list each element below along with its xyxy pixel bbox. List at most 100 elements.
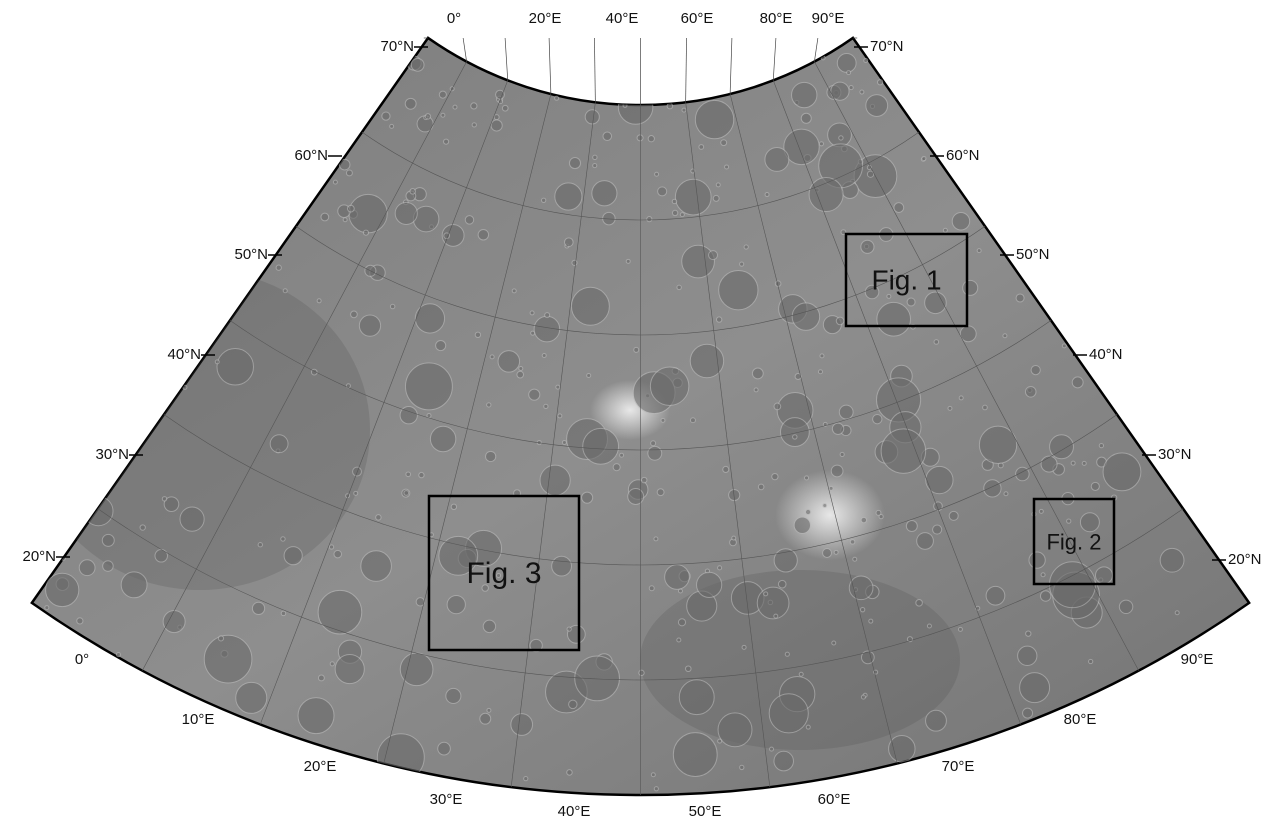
crater [764, 192, 770, 198]
longitude-label: 20°E [529, 10, 562, 27]
crater [875, 509, 882, 516]
crater [1030, 364, 1041, 376]
longitude-label: 40°E [558, 803, 591, 820]
crater [648, 585, 655, 592]
crater [619, 452, 625, 458]
crater [822, 548, 832, 558]
meridian-tick [772, 37, 777, 81]
crater [976, 248, 982, 254]
crater [409, 188, 417, 195]
crater [435, 339, 447, 352]
crater [523, 776, 529, 782]
latitude-label: 60°N [294, 147, 328, 164]
crater [741, 644, 747, 650]
crater [486, 707, 492, 713]
crater [404, 362, 453, 411]
crater [566, 624, 586, 644]
crater [350, 310, 358, 319]
crater [831, 422, 845, 435]
crater [510, 713, 534, 736]
crater [516, 370, 525, 379]
crater [1102, 452, 1142, 492]
crater [773, 402, 782, 411]
crater [959, 325, 977, 343]
crater [76, 617, 84, 625]
longitude-label: 60°E [818, 791, 851, 808]
crater [496, 572, 502, 578]
meridian-tick [548, 37, 552, 94]
crater [763, 591, 769, 597]
crater [771, 472, 779, 481]
crater [179, 506, 205, 532]
crater [360, 550, 392, 582]
crater [708, 250, 719, 261]
crater [489, 354, 495, 360]
crater [362, 229, 370, 236]
crater [571, 259, 578, 266]
crater [860, 516, 868, 524]
crater [543, 403, 549, 410]
crater [544, 312, 551, 319]
figure-label: Fig. 1 [871, 264, 941, 295]
crater [399, 652, 434, 687]
crater [563, 237, 574, 248]
longitude-label: 20°E [304, 758, 337, 775]
crater [888, 734, 916, 763]
crater [718, 269, 759, 311]
crater [649, 366, 690, 406]
crater [414, 303, 446, 334]
crater [376, 733, 425, 782]
latitude-label: 40°N [1089, 346, 1123, 363]
crater [916, 532, 934, 550]
crater [235, 681, 268, 714]
crater [328, 544, 335, 550]
crater [864, 284, 880, 300]
crater [389, 123, 395, 129]
bright-spot [775, 470, 885, 560]
crater [568, 699, 578, 710]
crater [777, 579, 787, 589]
crater [1071, 376, 1084, 389]
crater [333, 549, 343, 559]
crater [1081, 460, 1087, 466]
crater [739, 764, 745, 771]
crater [828, 485, 834, 491]
crater [793, 516, 812, 534]
crater [773, 548, 798, 573]
crater [139, 524, 146, 531]
crater [679, 212, 685, 218]
crater [554, 182, 583, 211]
crater [712, 194, 720, 202]
crater [925, 709, 947, 732]
meridian [383, 93, 552, 764]
crater [717, 712, 753, 748]
crater [332, 179, 338, 185]
latitude-label: 50°N [1016, 246, 1050, 263]
crater [921, 155, 927, 162]
meridian-tick [729, 37, 733, 94]
crater [865, 94, 889, 117]
crater [316, 298, 322, 304]
crater [868, 618, 874, 624]
crater [297, 697, 335, 735]
crater [479, 712, 492, 725]
crater [666, 102, 674, 110]
crater [715, 316, 723, 323]
longitude-label: 80°E [760, 10, 793, 27]
crater [678, 679, 715, 716]
meridian [259, 80, 509, 725]
crater [791, 302, 821, 331]
crater [784, 651, 790, 657]
crater [764, 146, 790, 172]
meridian [685, 102, 771, 788]
crater [399, 406, 418, 425]
latitude-label: 40°N [167, 346, 201, 363]
crater [452, 104, 458, 110]
crater [120, 571, 148, 599]
crater [830, 464, 844, 478]
crater [470, 102, 478, 110]
longitude-label: 10°E [182, 711, 215, 728]
longitude-label: 30°E [430, 791, 463, 808]
crater [818, 141, 825, 147]
crater [817, 369, 824, 375]
